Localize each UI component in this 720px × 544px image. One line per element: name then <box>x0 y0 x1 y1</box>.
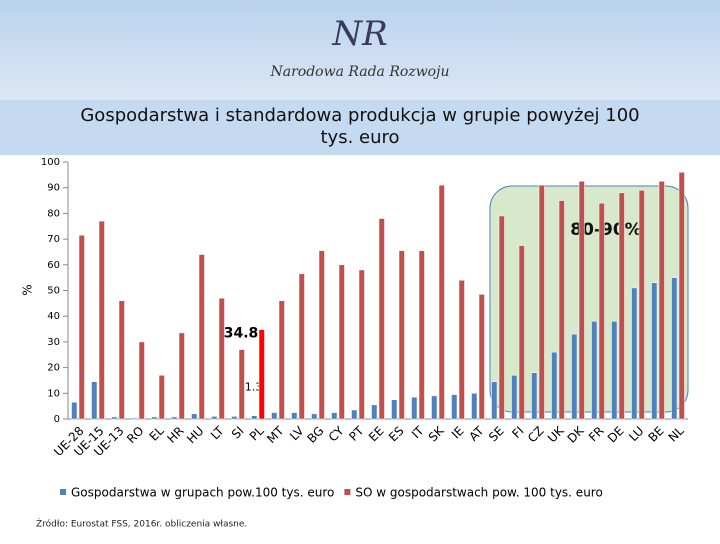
bar <box>551 351 558 420</box>
bar <box>98 220 105 420</box>
bar <box>518 245 525 420</box>
bar <box>411 396 418 420</box>
bar <box>318 250 325 420</box>
y-tick-label: 50 <box>47 286 60 297</box>
data-label: 1.3 <box>245 381 263 394</box>
y-tick-label: 100 <box>41 157 60 168</box>
legend-label: SO w gospodarstwach pow. 100 tys. euro <box>355 486 602 500</box>
bar <box>631 287 638 420</box>
bar <box>611 321 618 420</box>
bar <box>471 393 478 420</box>
bar <box>311 413 318 420</box>
organization: Narodowa Rada Rozwoju <box>270 64 450 80</box>
bar <box>211 416 218 420</box>
bar <box>598 202 605 420</box>
data-label: 34.8 <box>224 326 259 342</box>
bar <box>591 321 598 420</box>
bar <box>378 218 385 420</box>
source: Źródło: Eurostat FSS, 2016r. obliczenia … <box>36 518 247 530</box>
bar <box>291 412 298 420</box>
bar <box>198 254 205 420</box>
bar <box>358 269 365 420</box>
bar <box>491 381 498 420</box>
bar <box>431 395 438 420</box>
header-band <box>0 0 720 100</box>
bar <box>451 394 458 420</box>
bar <box>478 294 485 420</box>
bar <box>498 215 505 420</box>
bar <box>118 300 125 420</box>
bar <box>131 417 138 420</box>
bar <box>398 250 405 420</box>
bar <box>351 409 358 420</box>
bar <box>331 412 338 420</box>
logo: NR <box>331 14 387 54</box>
y-tick-label: 0 <box>54 414 60 425</box>
y-axis-label: % <box>21 284 35 295</box>
bar <box>418 250 425 420</box>
bar <box>91 381 98 420</box>
bar <box>658 181 665 420</box>
bar <box>171 416 178 420</box>
chart-title: Gospodarstwa i standardowa produkcja w g… <box>80 105 639 148</box>
bar <box>278 300 285 420</box>
bar <box>258 329 265 420</box>
legend-swatch <box>60 489 66 495</box>
bar <box>151 416 158 420</box>
y-tick-label: 60 <box>47 260 60 271</box>
bar <box>438 184 445 420</box>
y-tick-label: 20 <box>47 363 60 374</box>
bar <box>231 416 238 420</box>
y-tick-label: 10 <box>47 388 60 399</box>
legend-swatch <box>344 489 351 495</box>
bar <box>238 349 245 420</box>
bar <box>651 282 658 420</box>
bar <box>458 279 465 420</box>
bar <box>538 184 545 420</box>
bar <box>578 181 585 420</box>
bar <box>218 297 225 420</box>
bar <box>618 192 625 420</box>
bar <box>111 416 118 420</box>
bar <box>71 402 78 420</box>
bar <box>78 234 85 420</box>
bar <box>251 415 258 420</box>
bar <box>558 200 565 420</box>
bar <box>371 404 378 420</box>
bar <box>298 273 305 420</box>
bar <box>271 412 278 420</box>
bar <box>638 190 645 420</box>
bar <box>138 341 145 420</box>
y-tick-label: 80 <box>47 208 60 219</box>
bar <box>671 277 678 420</box>
y-tick-label: 90 <box>47 183 60 194</box>
title-band <box>0 100 720 155</box>
y-tick-label: 40 <box>47 311 60 322</box>
bar <box>391 399 398 420</box>
legend-label: Gospodarstwa w grupach pow.100 tys. euro <box>71 486 334 500</box>
y-tick-label: 30 <box>47 337 60 348</box>
bar <box>338 264 345 420</box>
bar <box>531 372 538 420</box>
bar <box>178 332 185 420</box>
bar <box>511 375 518 420</box>
y-tick-label: 70 <box>47 234 60 245</box>
bar <box>678 172 685 420</box>
bar <box>571 333 578 420</box>
bar <box>191 413 198 420</box>
bar <box>158 375 165 420</box>
